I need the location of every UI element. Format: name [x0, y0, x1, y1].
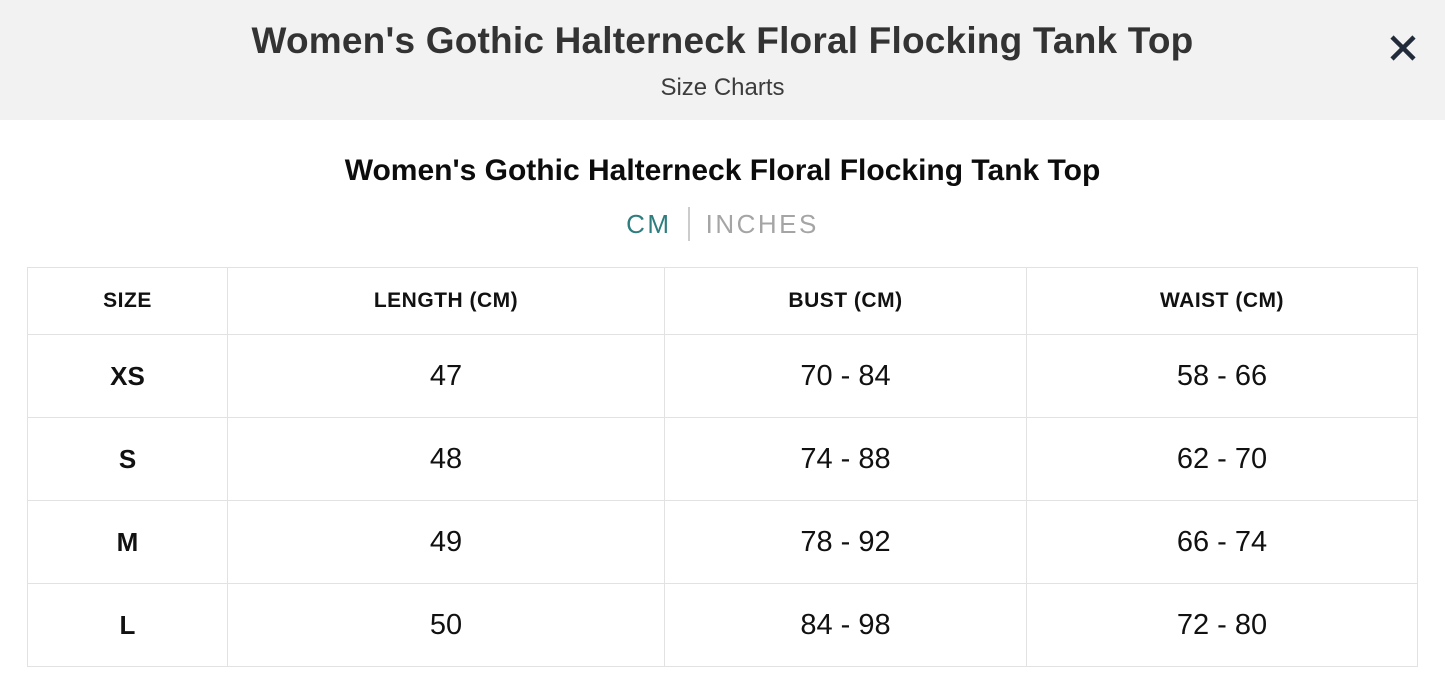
column-header-size: SIZE	[27, 267, 228, 335]
waist-value: 66 - 74	[1026, 500, 1418, 584]
unit-toggle: CM INCHES	[0, 207, 1445, 241]
product-title: Women's Gothic Halterneck Floral Flockin…	[344, 154, 1101, 187]
length-value: 48	[227, 417, 665, 501]
waist-value: 58 - 66	[1026, 334, 1418, 418]
size-chart-content: Women's Gothic Halterneck Floral Flockin…	[0, 154, 1445, 667]
length-value: 49	[227, 500, 665, 584]
column-header-length: LENGTH (CM)	[227, 267, 665, 335]
waist-value: 62 - 70	[1026, 417, 1418, 501]
bust-value: 84 - 98	[664, 583, 1027, 667]
bust-value: 70 - 84	[664, 334, 1027, 418]
column-header-waist: WAIST (CM)	[1026, 267, 1418, 335]
unit-option-inches[interactable]: INCHES	[705, 208, 819, 239]
length-value: 50	[227, 583, 665, 667]
modal-header: Women's Gothic Halterneck Floral Flockin…	[0, 0, 1445, 120]
unit-option-cm[interactable]: CM	[626, 208, 672, 239]
table-row: S 48 74 - 88 62 - 70	[27, 417, 1418, 501]
size-label: L	[27, 583, 228, 667]
size-label: XS	[27, 334, 228, 418]
unit-separator	[687, 207, 690, 241]
size-label: S	[27, 417, 228, 501]
length-value: 47	[227, 334, 665, 418]
table-header-row: SIZE LENGTH (CM) BUST (CM) WAIST (CM)	[27, 267, 1418, 335]
table-row: XS 47 70 - 84 58 - 66	[27, 334, 1418, 418]
table-row: L 50 84 - 98 72 - 80	[27, 583, 1418, 667]
size-chart-table: SIZE LENGTH (CM) BUST (CM) WAIST (CM) XS…	[27, 267, 1418, 667]
close-button[interactable]	[1379, 24, 1427, 72]
waist-value: 72 - 80	[1026, 583, 1418, 667]
column-header-bust: BUST (CM)	[664, 267, 1027, 335]
modal-subtitle: Size Charts	[660, 73, 785, 101]
table-row: M 49 78 - 92 66 - 74	[27, 500, 1418, 584]
bust-value: 78 - 92	[664, 500, 1027, 584]
close-icon	[1390, 35, 1416, 61]
bust-value: 74 - 88	[664, 417, 1027, 501]
modal-title: Women's Gothic Halterneck Floral Flockin…	[251, 20, 1194, 61]
size-label: M	[27, 500, 228, 584]
